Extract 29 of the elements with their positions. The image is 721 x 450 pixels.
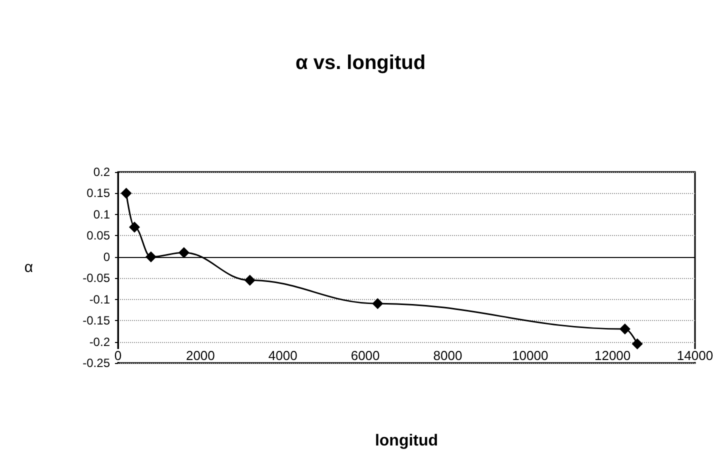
y-tick-label: 0.05 (86, 228, 110, 243)
x-tick-label: 2000 (186, 348, 215, 363)
y-tick-label: 0.2 (93, 165, 110, 179)
x-tick-label: 8000 (433, 348, 462, 363)
point (244, 274, 256, 286)
point (178, 247, 190, 258)
point (372, 298, 384, 310)
y-tick-label: -0.05 (82, 271, 110, 286)
chart-title: α vs. longitud (295, 52, 426, 74)
x-tick-label: 4000 (268, 348, 298, 363)
y-tick-label: -0.1 (89, 292, 110, 306)
y-tick-label: 0.15 (86, 186, 110, 200)
x-tick-label: 10000 (512, 348, 548, 363)
point (145, 251, 156, 262)
x-axis-title: longitud (374, 432, 438, 450)
x-tick-label: 14000 (676, 348, 714, 363)
x-tick-label: 6000 (350, 348, 380, 363)
y-axis-title: α (24, 259, 34, 276)
point (619, 324, 630, 335)
point (120, 188, 132, 199)
y-tick-label: -0.15 (82, 314, 110, 328)
y-tick-label: -0.2 (89, 334, 110, 349)
x-tick-label: 0 (114, 348, 122, 363)
y-tick-label: 0 (103, 250, 110, 264)
x-tick-label: 12000 (594, 348, 631, 363)
y-tick-label: -0.25 (82, 356, 110, 370)
point (632, 338, 643, 350)
point (128, 222, 140, 233)
y-tick-label: 0.1 (93, 207, 110, 222)
